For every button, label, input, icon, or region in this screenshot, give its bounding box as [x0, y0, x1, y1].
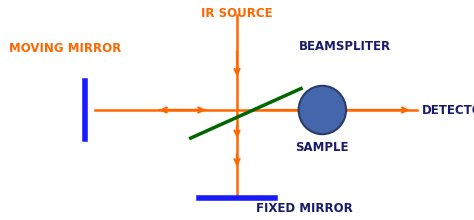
Text: SAMPLE: SAMPLE: [296, 141, 349, 154]
Text: MOVING MIRROR: MOVING MIRROR: [9, 42, 122, 55]
Text: DETECTOR: DETECTOR: [422, 103, 474, 117]
Text: IR SOURCE: IR SOURCE: [201, 7, 273, 20]
Ellipse shape: [299, 86, 346, 134]
Text: FIXED MIRROR: FIXED MIRROR: [256, 202, 353, 215]
Text: BEAMSPLITER: BEAMSPLITER: [299, 40, 391, 53]
